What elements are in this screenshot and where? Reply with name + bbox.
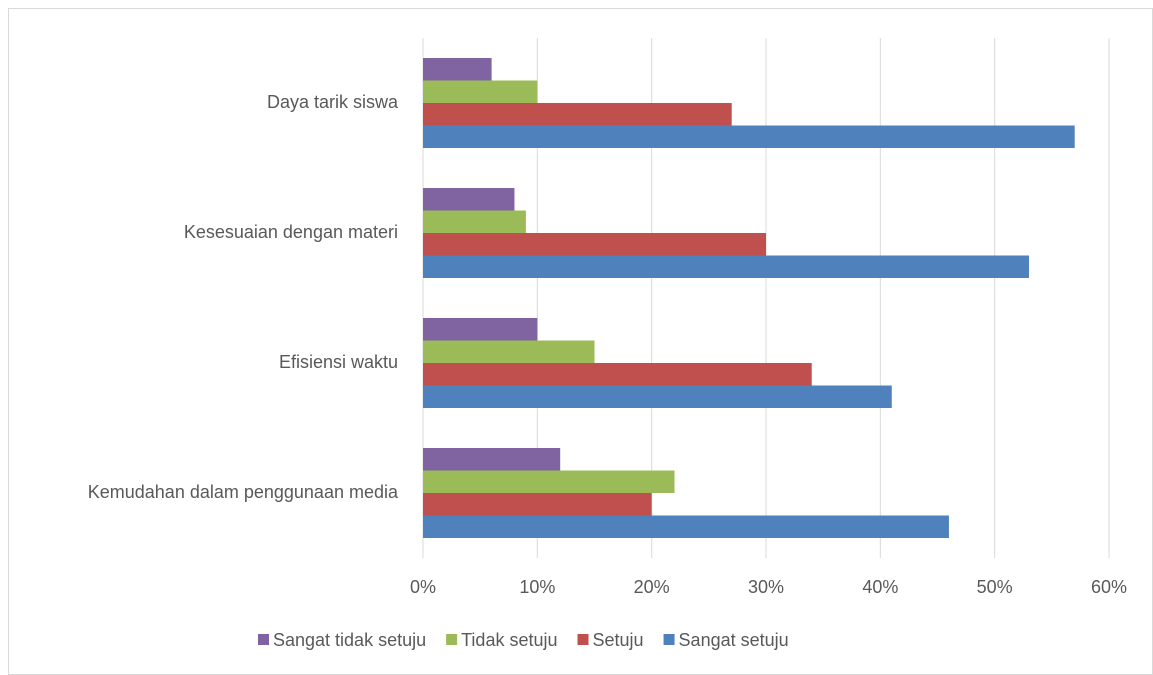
y-tick-label: Daya tarik siswa [267, 92, 399, 112]
x-tick-label: 30% [748, 577, 784, 597]
legend-label: Tidak setuju [461, 630, 557, 650]
x-tick-label: 20% [634, 577, 670, 597]
x-tick-label: 0% [410, 577, 436, 597]
bar [423, 318, 538, 341]
legend-label: Sangat setuju [679, 630, 789, 650]
x-tick-label: 50% [977, 577, 1013, 597]
legend-swatch [446, 634, 458, 645]
bar [423, 58, 492, 81]
bar [423, 385, 892, 408]
bar [423, 125, 1075, 148]
bar [423, 255, 1029, 278]
legend-swatch [577, 634, 589, 645]
legend-swatch [258, 634, 269, 645]
bar [423, 233, 766, 256]
bar [423, 470, 675, 493]
y-tick-label: Kemudahan dalam penggunaan media [88, 482, 399, 502]
legend-label: Sangat tidak setuju [273, 630, 426, 650]
bar [423, 363, 812, 386]
bar [423, 340, 595, 363]
legend-swatch [663, 634, 675, 645]
legend-label: Setuju [593, 630, 644, 650]
x-tick-label: 10% [519, 577, 555, 597]
y-tick-label: Kesesuaian dengan materi [184, 222, 398, 242]
x-tick-label: 40% [862, 577, 898, 597]
bar [423, 210, 526, 233]
y-tick-label: Efisiensi waktu [279, 352, 398, 372]
bar [423, 80, 538, 103]
x-tick-label: 60% [1091, 577, 1127, 597]
bar [423, 103, 732, 126]
bar [423, 493, 652, 516]
bar [423, 188, 515, 211]
bar [423, 448, 561, 471]
bar [423, 515, 949, 538]
